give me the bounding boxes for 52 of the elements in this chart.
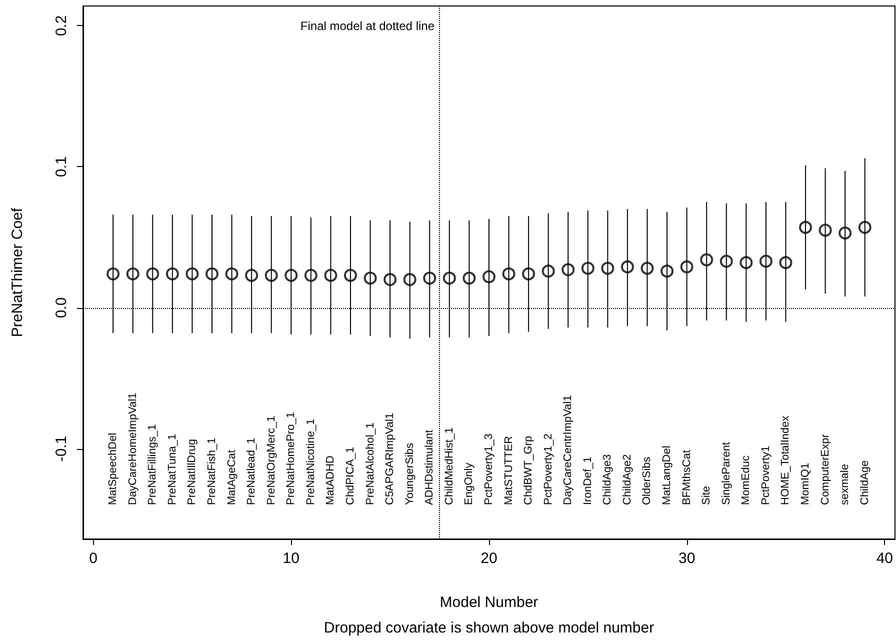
- x-tick-label: 40: [876, 550, 893, 567]
- annotation: MatAgeCat: [226, 450, 238, 505]
- annotation: PctPoverty1_3: [482, 433, 495, 505]
- ref-line-label: Final model at dotted line: [300, 19, 435, 33]
- annotation: YoungerSibs: [404, 442, 416, 505]
- annotation: ChdBWT_Grp: [522, 436, 535, 505]
- annotation: MomIQ1: [800, 462, 812, 505]
- annotation: PreNatAlcohol_1: [364, 422, 376, 505]
- annotation: PreNatNicotine_1: [304, 418, 317, 505]
- x-axis-title: Model Number: [440, 594, 538, 611]
- annotation: PreNatFillings_1: [146, 424, 159, 505]
- text: Dropped covariate is shown above model number: [324, 620, 654, 636]
- annotation: DayCareHomeImpVal1: [126, 392, 139, 505]
- annotation: PreNatIllDrug: [186, 438, 198, 505]
- annotation: ChildMedHist_1: [443, 427, 456, 505]
- annotation: ChildAge2: [621, 454, 634, 505]
- annotation: ChdPICA_1: [344, 446, 356, 505]
- annotation: Site: [700, 486, 713, 505]
- y-tick-label: 0.1: [53, 156, 70, 178]
- annotation: SingleParent: [720, 442, 732, 505]
- y-axis-title: PreNatThimer Coef: [9, 207, 26, 338]
- annotation: C5APGARImpVal1: [384, 412, 396, 505]
- annotation: MatADHD: [324, 455, 337, 505]
- annotation: MatLangDel: [661, 446, 674, 505]
- annotation: ChildAge: [858, 460, 871, 505]
- annotation: PctPoverty1: [760, 446, 772, 505]
- annotation: EngOnly: [463, 462, 476, 505]
- annotation: IronDef_1: [582, 456, 594, 505]
- annotation: PreNatHomePro_1: [285, 412, 298, 505]
- x-tick-label: 0: [89, 550, 98, 567]
- annotation: ComputerExpr: [819, 434, 832, 505]
- annotation: PreNatOrgMerc_1: [265, 416, 278, 505]
- annotation: ADHDstimulant: [424, 430, 436, 505]
- x-tick-label: 20: [480, 550, 498, 567]
- annotation: ChildAge3: [602, 454, 614, 505]
- annotation: BFMthsCat: [680, 450, 693, 505]
- annotation: HOME_TotalIndex: [780, 415, 792, 505]
- annotation: OlderSibs: [641, 456, 654, 505]
- y-tick-label: -0.1: [53, 436, 70, 462]
- annotation: PctPoverty1_2: [542, 433, 554, 505]
- x-tick-label: 30: [678, 550, 696, 567]
- annotation: DayCareCentrImpVal1: [562, 395, 574, 505]
- annotation: sexmale: [839, 464, 852, 505]
- annotation: PreNatTuna_1: [166, 434, 178, 505]
- annotation: MatSpeechDel: [107, 432, 120, 505]
- y-tick-label: 0.0: [53, 297, 70, 318]
- annotation: MomEduc: [740, 454, 752, 505]
- annotation: MatSTUTTER: [502, 436, 515, 505]
- x-tick-label: 10: [282, 550, 300, 567]
- annotation: PreNatFish_1: [206, 438, 218, 505]
- y-tick-label: 0.2: [53, 15, 70, 36]
- annotation: PreNatlead_1: [246, 438, 258, 505]
